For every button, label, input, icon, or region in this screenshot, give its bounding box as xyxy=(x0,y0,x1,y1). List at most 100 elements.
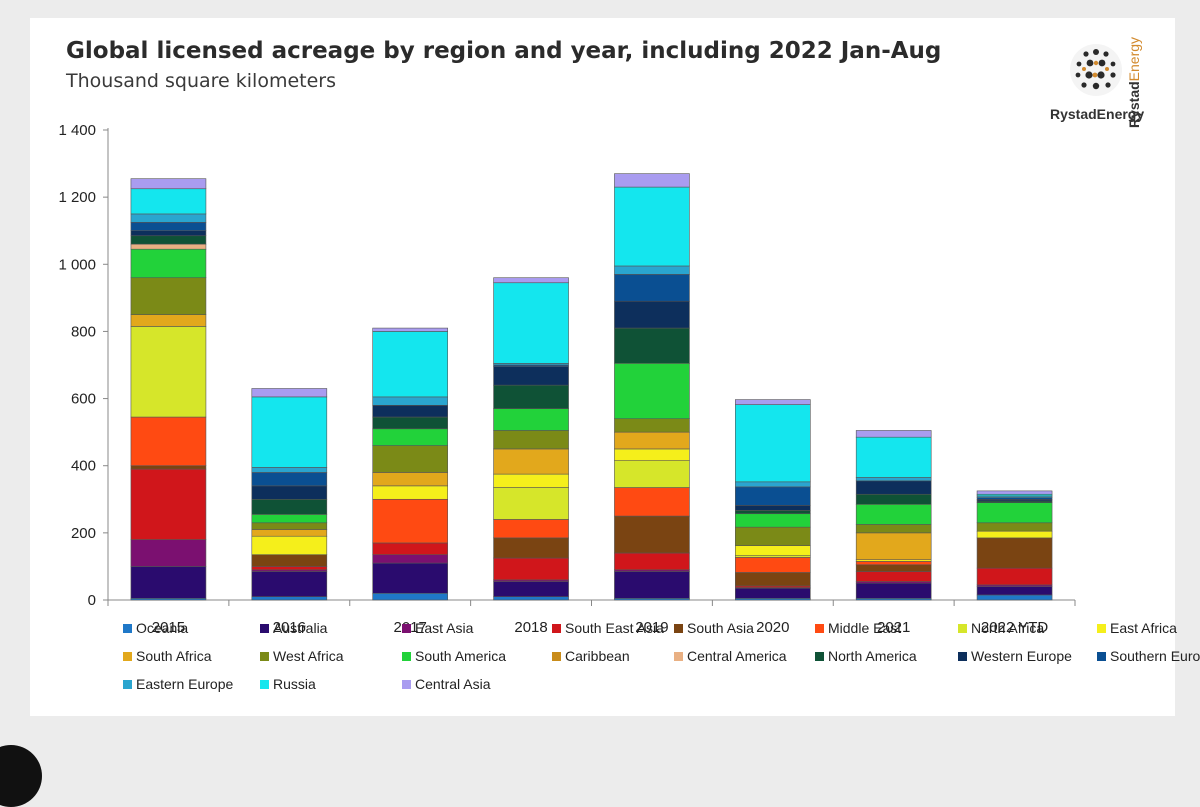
bar-segment xyxy=(493,581,569,597)
bar-segment xyxy=(735,587,811,599)
legend-swatch xyxy=(260,623,269,633)
bar-segment xyxy=(130,314,207,327)
bar-segment xyxy=(493,537,569,559)
bar-segment xyxy=(976,594,1053,601)
bar-segment xyxy=(735,572,811,587)
bar-segment xyxy=(372,404,448,418)
legend-swatch xyxy=(123,623,132,633)
bar-segment xyxy=(735,404,811,483)
legend-label: Caribbean xyxy=(565,648,630,664)
bar-segment xyxy=(493,473,569,488)
bar-segment xyxy=(493,487,569,520)
bar-segment xyxy=(251,467,328,473)
bar-segment xyxy=(855,480,932,495)
bar-segment xyxy=(130,277,207,315)
x-tick-label: 2015 xyxy=(152,619,185,636)
bar-segment xyxy=(130,248,207,279)
legend-label: Oceania xyxy=(136,620,189,636)
bar-segment xyxy=(855,504,932,525)
bar-segment xyxy=(493,448,569,475)
legend-label: Southern Europe xyxy=(1110,648,1200,664)
bar-segment xyxy=(130,235,207,245)
x-tick-label: 2022 YTD xyxy=(981,619,1048,636)
bar-segment xyxy=(976,502,1053,524)
bar-segment xyxy=(855,430,932,438)
bar-segment xyxy=(976,586,1053,596)
bar-segment xyxy=(372,542,448,555)
bar-segment xyxy=(614,552,690,571)
legend-swatch xyxy=(958,651,967,661)
bar-segment xyxy=(735,526,811,546)
x-tick-label: 2018 xyxy=(514,619,547,636)
legend-swatch xyxy=(260,651,269,661)
bar-segment xyxy=(855,571,932,582)
bar-segment xyxy=(493,408,569,431)
bar-segment xyxy=(130,566,207,599)
x-tick-label: 2019 xyxy=(635,619,668,636)
bar-segment xyxy=(372,396,448,406)
legend-item: Western Europe xyxy=(958,648,1072,664)
bar-segment xyxy=(735,505,811,511)
bar-segment xyxy=(614,300,690,329)
legend-label: Eastern Europe xyxy=(136,676,234,692)
bar-segment xyxy=(976,537,1053,569)
bar-segment xyxy=(735,486,811,506)
legend-item: South East Asia xyxy=(552,620,664,636)
legend-item: North Africa xyxy=(958,620,1044,636)
bar-segment xyxy=(130,178,207,190)
bar-segment xyxy=(735,510,811,515)
bar-segment xyxy=(372,428,448,446)
legend-label: Central Asia xyxy=(415,676,491,692)
legend-label: South Asia xyxy=(687,620,754,636)
bar-segment xyxy=(372,445,448,473)
bar-segment xyxy=(251,529,328,537)
legend-item: Russia xyxy=(260,676,316,692)
bar-segment xyxy=(372,416,448,430)
legend-item: Caribbean xyxy=(552,648,630,664)
legend-item: Oceania xyxy=(123,620,188,636)
bar-segment xyxy=(251,596,328,601)
bar-segment xyxy=(493,519,569,539)
bar-segment xyxy=(614,265,690,275)
bar-segment xyxy=(251,396,328,468)
bar-segment xyxy=(614,173,690,188)
y-tick-label: 1 000 xyxy=(58,256,96,273)
legend-item: Central Asia xyxy=(402,676,490,692)
bar-segment xyxy=(493,596,569,601)
legend-item: East Africa xyxy=(1097,620,1177,636)
bar-segment xyxy=(251,535,328,555)
bar-segment xyxy=(855,532,932,561)
legend-label: Middle East xyxy=(828,620,902,636)
bar-segment xyxy=(614,487,690,517)
bar-segment xyxy=(855,477,932,482)
legend-item: South Asia xyxy=(674,620,754,636)
bar-segment xyxy=(976,490,1053,495)
bar-segment xyxy=(614,431,690,450)
legend-swatch xyxy=(674,623,683,633)
y-tick-label: 200 xyxy=(71,525,96,542)
bar-segment xyxy=(251,485,328,500)
bar-segment xyxy=(251,388,328,398)
x-tick-label: 2020 xyxy=(756,619,789,636)
legend-swatch xyxy=(1097,623,1106,633)
legend-label: North Africa xyxy=(971,620,1045,636)
legend-swatch xyxy=(402,651,411,661)
bar-segment xyxy=(130,230,207,237)
bar-segment xyxy=(251,554,328,567)
bar-segment xyxy=(735,399,811,405)
legend-item: Australia xyxy=(260,620,327,636)
bar-segment xyxy=(493,384,569,409)
bar-segment xyxy=(251,522,328,530)
legend-swatch xyxy=(815,651,824,661)
bar-segment xyxy=(372,562,448,594)
bar-segment xyxy=(976,530,1053,539)
legend-swatch xyxy=(552,623,561,633)
bar-segment xyxy=(130,539,207,567)
bar-segment xyxy=(372,327,448,332)
bar-segment xyxy=(976,522,1053,532)
bar-segment xyxy=(855,582,932,599)
bar-segment xyxy=(614,448,690,461)
legend-label: Western Europe xyxy=(971,648,1072,664)
bar-segment xyxy=(855,564,932,572)
bar-segment xyxy=(614,571,690,599)
